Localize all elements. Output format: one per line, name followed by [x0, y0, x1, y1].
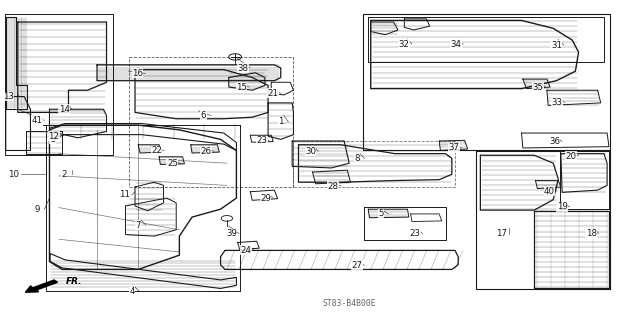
Text: 26: 26 [201, 147, 211, 156]
Text: 23: 23 [256, 136, 268, 146]
Text: 7: 7 [136, 220, 141, 229]
Text: 4: 4 [129, 287, 134, 296]
Text: 29: 29 [260, 194, 271, 203]
Text: 27: 27 [351, 261, 362, 270]
Text: 19: 19 [557, 203, 568, 212]
Text: 5: 5 [378, 209, 383, 219]
Text: 14: 14 [59, 105, 69, 114]
Text: 3: 3 [50, 135, 55, 144]
Text: 6: 6 [201, 111, 206, 120]
Text: 31: 31 [551, 41, 562, 50]
Text: 16: 16 [132, 69, 143, 78]
Text: 24: 24 [240, 246, 252, 255]
Text: 34: 34 [450, 40, 461, 49]
Text: FR.: FR. [66, 277, 82, 286]
Text: 1: 1 [278, 117, 283, 126]
Text: 38: 38 [237, 63, 248, 73]
Text: 33: 33 [552, 98, 562, 107]
Text: 15: 15 [236, 83, 247, 92]
Text: ST83-B4B00E: ST83-B4B00E [322, 299, 376, 308]
Text: 32: 32 [399, 40, 410, 49]
Text: 30: 30 [305, 147, 316, 156]
Text: 20: 20 [566, 152, 576, 161]
Text: 28: 28 [328, 181, 339, 190]
Text: 41: 41 [31, 116, 42, 125]
Text: 12: 12 [48, 132, 59, 141]
Text: 23: 23 [410, 229, 420, 238]
Text: 39: 39 [226, 229, 237, 238]
FancyArrow shape [25, 280, 57, 292]
Text: 35: 35 [533, 83, 543, 92]
Text: 37: 37 [448, 143, 459, 152]
Text: 8: 8 [354, 154, 359, 163]
Text: 9: 9 [34, 205, 39, 214]
Text: 18: 18 [586, 229, 597, 238]
Text: 11: 11 [118, 190, 130, 199]
Text: 22: 22 [151, 146, 162, 155]
Text: 36: 36 [549, 137, 560, 146]
Text: 25: 25 [167, 159, 178, 168]
Text: 17: 17 [496, 229, 507, 238]
Text: 2: 2 [61, 170, 67, 179]
Text: 13: 13 [3, 92, 14, 101]
Text: 21: 21 [268, 89, 278, 98]
Text: 40: 40 [544, 187, 555, 196]
Text: 10: 10 [8, 170, 19, 179]
